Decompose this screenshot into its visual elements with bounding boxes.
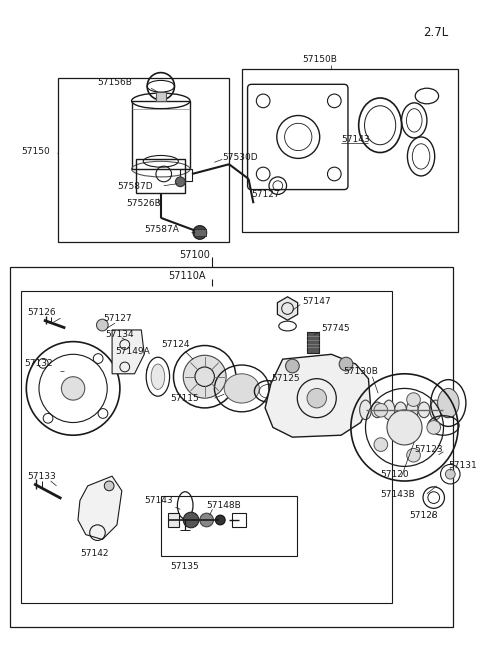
Text: 57127: 57127: [252, 189, 280, 198]
Bar: [161, 496, 297, 556]
Circle shape: [193, 225, 206, 239]
Text: 57120: 57120: [380, 470, 409, 479]
Circle shape: [339, 357, 353, 371]
Text: 57530D: 57530D: [222, 153, 258, 162]
Ellipse shape: [438, 388, 459, 418]
Circle shape: [374, 403, 388, 417]
Circle shape: [183, 355, 226, 398]
Text: 57587A: 57587A: [144, 225, 179, 234]
Polygon shape: [78, 476, 122, 540]
Text: 57149A: 57149A: [115, 348, 150, 356]
Bar: [59, 79, 229, 242]
Circle shape: [176, 177, 185, 187]
Ellipse shape: [430, 400, 442, 420]
Text: 57143: 57143: [144, 496, 173, 504]
Circle shape: [307, 388, 326, 408]
Text: 57143: 57143: [341, 135, 370, 144]
Bar: [232, 513, 246, 527]
Text: 57133: 57133: [27, 472, 56, 481]
Bar: [132, 101, 190, 169]
Ellipse shape: [442, 402, 453, 418]
Text: 57150: 57150: [22, 147, 50, 156]
Text: 57130B: 57130B: [343, 367, 378, 376]
Circle shape: [216, 515, 225, 525]
Ellipse shape: [151, 364, 165, 389]
Text: 57115: 57115: [170, 394, 199, 403]
Text: 57128: 57128: [409, 512, 438, 520]
Circle shape: [286, 359, 299, 373]
Text: 57110A: 57110A: [168, 271, 206, 282]
Ellipse shape: [360, 400, 372, 420]
Bar: [180, 169, 192, 181]
Text: 57150B: 57150B: [302, 55, 337, 64]
Bar: [307, 332, 319, 353]
Ellipse shape: [395, 402, 407, 418]
Text: 57526B: 57526B: [127, 199, 161, 208]
Circle shape: [427, 421, 441, 434]
Text: 57142: 57142: [80, 550, 108, 558]
Bar: [22, 291, 392, 603]
Text: 57132: 57132: [24, 359, 53, 368]
Text: 57125: 57125: [271, 374, 300, 383]
Circle shape: [387, 410, 422, 445]
Text: 57148B: 57148B: [206, 502, 241, 510]
Ellipse shape: [224, 374, 259, 403]
Text: 57134: 57134: [105, 330, 134, 339]
Circle shape: [183, 512, 199, 528]
Text: 57156B: 57156B: [97, 79, 132, 88]
Text: 57745: 57745: [322, 324, 350, 333]
Text: 57100: 57100: [180, 250, 210, 260]
Text: 2.7L: 2.7L: [423, 26, 448, 39]
Ellipse shape: [418, 402, 430, 418]
Text: 57147: 57147: [302, 297, 331, 306]
Polygon shape: [112, 330, 144, 374]
Ellipse shape: [383, 400, 395, 420]
Circle shape: [407, 449, 420, 462]
Text: 57131: 57131: [448, 460, 477, 470]
Text: 57124: 57124: [161, 340, 189, 348]
Ellipse shape: [372, 402, 383, 418]
Text: 57143B: 57143B: [380, 490, 415, 499]
Circle shape: [407, 393, 420, 406]
Polygon shape: [265, 354, 371, 437]
Bar: [10, 267, 453, 627]
Bar: [156, 92, 166, 101]
Circle shape: [96, 319, 108, 331]
Text: 57587D: 57587D: [117, 182, 153, 191]
Bar: [136, 159, 185, 193]
Bar: [194, 229, 205, 236]
Text: 57123: 57123: [414, 445, 443, 454]
Bar: [168, 513, 180, 527]
Text: 57126: 57126: [27, 309, 56, 318]
Circle shape: [104, 481, 114, 491]
Circle shape: [374, 438, 388, 451]
Circle shape: [200, 513, 214, 527]
Text: 57135: 57135: [170, 562, 199, 571]
Bar: [242, 69, 458, 233]
Circle shape: [445, 470, 455, 479]
Ellipse shape: [407, 400, 418, 420]
Circle shape: [61, 377, 85, 400]
Text: 57127: 57127: [103, 314, 132, 324]
